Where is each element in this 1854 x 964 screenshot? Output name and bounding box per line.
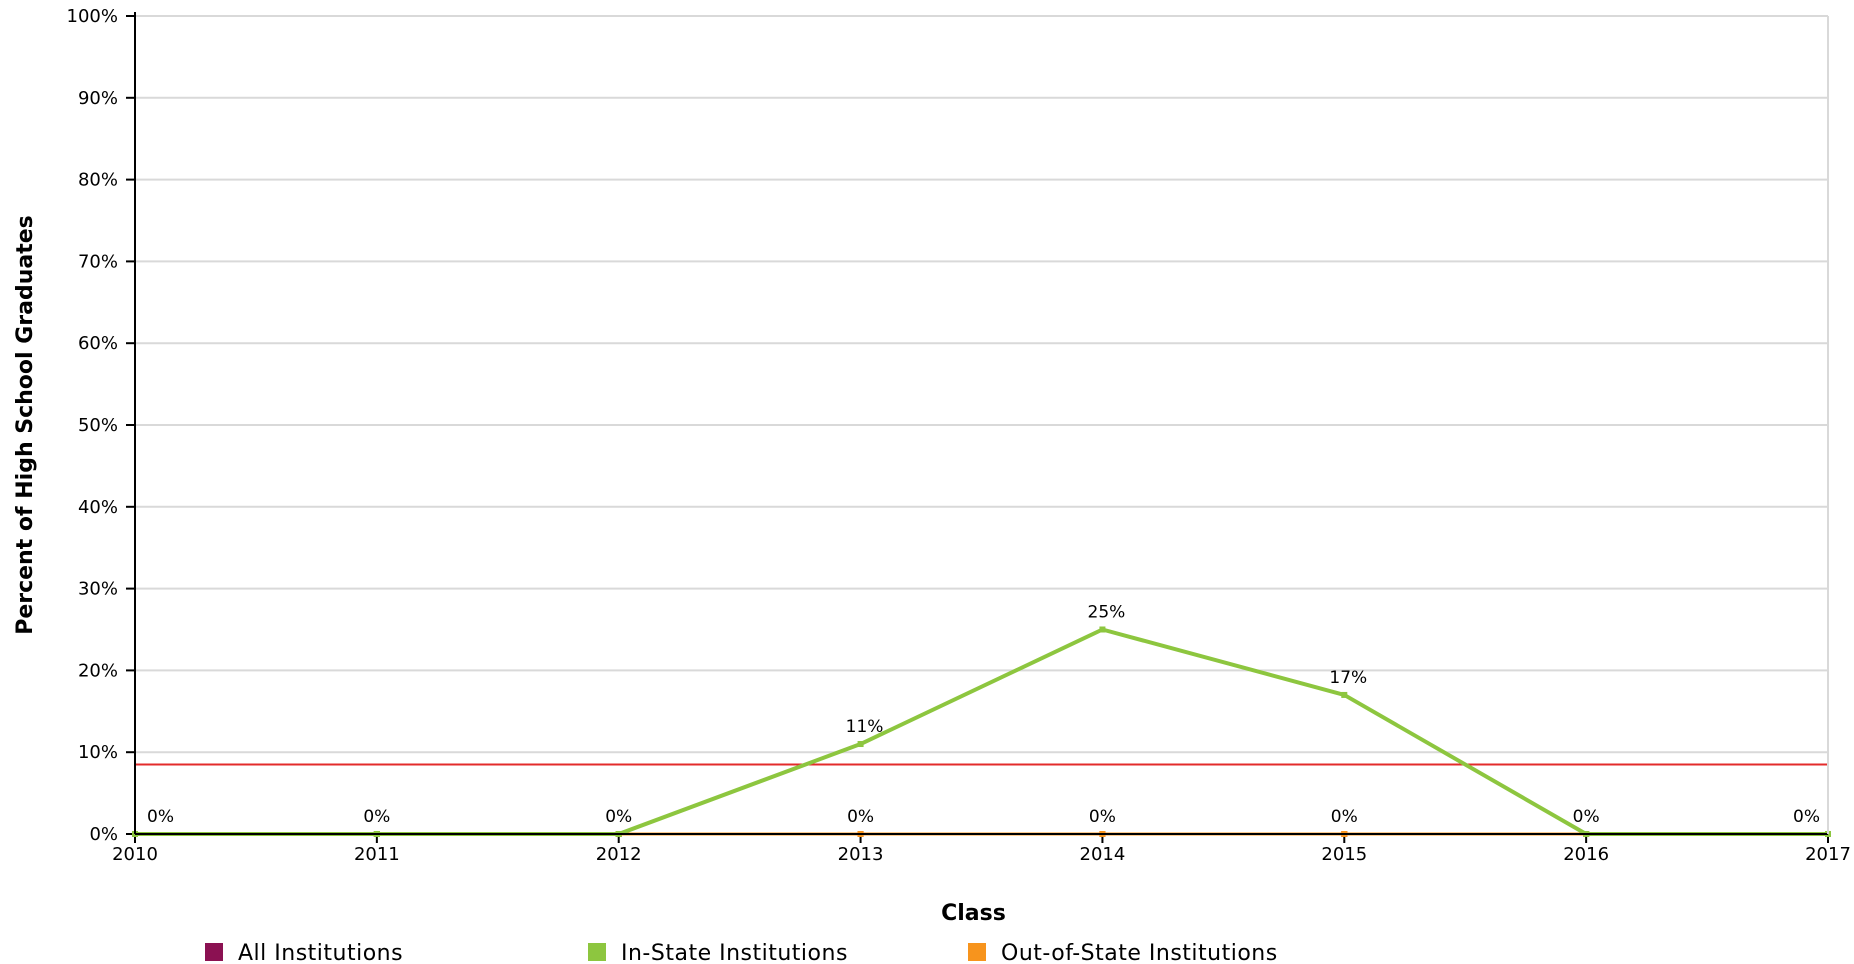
data-label-peak: 11% (846, 717, 884, 737)
data-label-zero: 0% (1793, 807, 1820, 827)
x-axis-ticks: 2010 2011 2012 2013 2014 2015 2016 2017 (112, 834, 1851, 865)
x-tick-label: 2016 (1563, 844, 1609, 865)
legend-swatch-in-state-institutions (588, 943, 606, 961)
y-tick-label: 90% (78, 88, 118, 109)
data-label-zero: 0% (1331, 807, 1358, 827)
x-tick-label: 2013 (838, 844, 884, 865)
data-label-zero: 0% (847, 807, 874, 827)
y-axis-ticks: 0% 10% 20% 30% 40% 50% 60% 70% 80% 90% 100% (67, 6, 135, 845)
series-lines (132, 626, 1831, 837)
x-axis-title: Class (941, 901, 1006, 926)
x-tick-label: 2011 (354, 844, 400, 865)
data-point-in-state-institutions (1341, 691, 1348, 698)
x-tick-label: 2012 (596, 844, 642, 865)
y-tick-label: 60% (78, 333, 118, 354)
data-label-peak: 25% (1088, 603, 1126, 623)
legend-swatch-out-of-state-institutions (968, 943, 986, 961)
y-tick-label: 40% (78, 497, 118, 518)
legend-label-in-state-institutions: In-State Institutions (621, 941, 848, 964)
y-tick-label: 100% (67, 6, 118, 27)
legend-label-all-institutions: All Institutions (238, 941, 403, 964)
data-labels: 0% 0% 0% 0% 0% 0% 0% 0% 11% 25% 17% (147, 603, 1820, 828)
legend-label-out-of-state-institutions: Out-of-State Institutions (1001, 941, 1278, 964)
x-tick-label: 2015 (1321, 844, 1367, 865)
y-tick-label: 0% (89, 824, 118, 845)
y-tick-label: 30% (78, 579, 118, 600)
data-label-zero: 0% (1573, 807, 1600, 827)
legend-swatch-all-institutions (205, 943, 223, 961)
series-line-in-state-institutions (135, 627, 1828, 836)
axes (134, 12, 1829, 835)
y-tick-label: 70% (78, 251, 118, 272)
data-point-in-state-institutions (857, 741, 864, 748)
data-label-zero: 0% (605, 807, 632, 827)
y-tick-label: 10% (78, 742, 118, 763)
y-axis-title: Percent of High School Graduates (13, 215, 38, 635)
y-tick-label: 20% (78, 660, 118, 681)
data-label-zero: 0% (1089, 807, 1116, 827)
grid-lines (135, 15, 1828, 754)
legend: All Institutions In-State Institutions Out… (205, 941, 1278, 964)
data-label-zero: 0% (147, 807, 174, 827)
y-tick-label: 80% (78, 170, 118, 191)
x-tick-label: 2010 (112, 844, 158, 865)
data-point-in-state-institutions (1099, 626, 1106, 633)
data-label-peak: 17% (1329, 668, 1367, 688)
x-tick-label: 2017 (1805, 844, 1851, 865)
y-tick-label: 50% (78, 415, 118, 436)
x-tick-label: 2014 (1080, 844, 1126, 865)
data-label-zero: 0% (363, 807, 390, 827)
